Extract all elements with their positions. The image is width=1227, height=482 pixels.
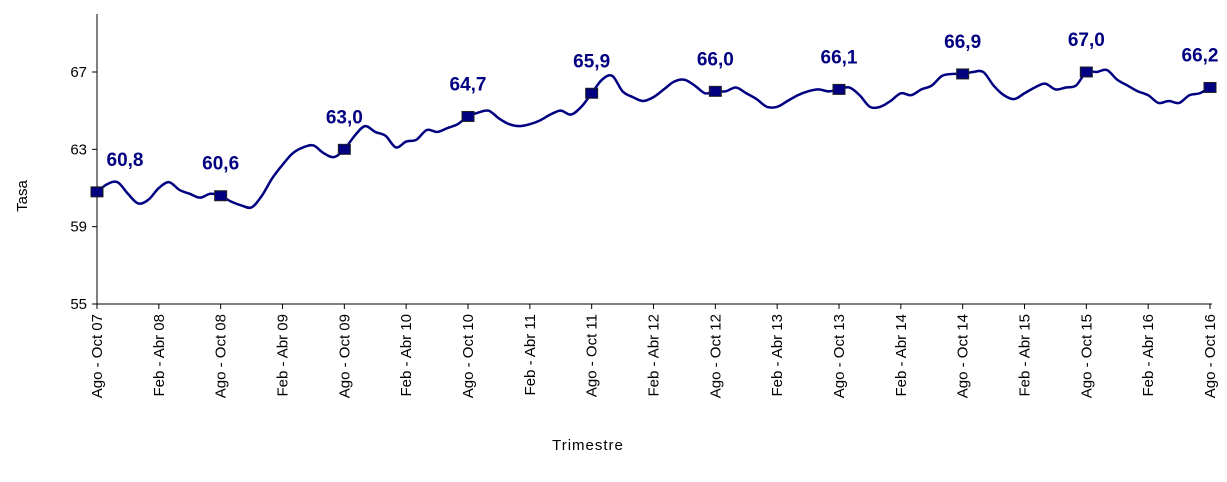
x-tick-label: Ago - Oct 10 (460, 314, 477, 398)
x-tick-label: Feb - Abr 13 (769, 314, 786, 397)
x-tick-label: Feb - Abr 08 (151, 314, 168, 397)
marker (337, 143, 351, 155)
x-tick-label: Feb - Abr 10 (398, 314, 415, 397)
y-tick-label: 59 (70, 219, 87, 236)
x-tick-label: Ago - Oct 13 (831, 314, 848, 398)
data-label: 67,0 (1068, 30, 1105, 51)
x-tick-label: Feb - Abr 09 (275, 314, 292, 397)
y-tick-label: 55 (70, 296, 87, 313)
marker (90, 186, 104, 198)
marker (956, 68, 970, 80)
marker (585, 87, 599, 99)
data-label: 60,8 (107, 150, 144, 171)
data-label: 60,6 (202, 154, 239, 175)
marker (1079, 66, 1093, 78)
data-label: 63,0 (326, 107, 363, 128)
x-tick-label: Feb - Abr 14 (893, 314, 910, 397)
x-tick-label: Feb - Abr 15 (1017, 314, 1034, 397)
data-label: 65,9 (573, 51, 610, 72)
x-tick-label: Feb - Abr 16 (1140, 314, 1157, 397)
x-tick-label: Ago - Oct 12 (707, 314, 724, 398)
x-tick-label: Ago - Oct 15 (1078, 314, 1095, 398)
x-tick-label: Ago - Oct 11 (584, 314, 601, 397)
marker (1203, 81, 1217, 93)
data-label: 66,2 (1182, 45, 1219, 66)
x-tick-label: Ago - Oct 08 (213, 314, 230, 398)
x-tick-label: Ago - Oct 16 (1202, 314, 1219, 398)
data-label: 66,9 (944, 32, 981, 53)
x-axis-title: Trimestre (552, 437, 624, 454)
x-tick-label: Ago - Oct 14 (955, 314, 972, 398)
data-label: 64,7 (450, 74, 487, 95)
data-label: 66,1 (821, 47, 858, 68)
marker (461, 110, 475, 122)
x-tick-label: Feb - Abr 12 (646, 314, 663, 397)
y-tick-label: 63 (70, 141, 87, 158)
data-label: 66,0 (697, 49, 734, 70)
y-tick-label: 67 (70, 64, 87, 81)
y-axis-title: Tasa (14, 180, 31, 212)
marker (832, 83, 846, 95)
x-tick-label: Ago - Oct 07 (89, 314, 106, 398)
marker (214, 190, 228, 202)
line (96, 68, 1211, 210)
x-tick-label: Ago - Oct 09 (336, 314, 353, 398)
marker (708, 85, 722, 97)
x-tick-label: Feb - Abr 11 (522, 314, 539, 395)
